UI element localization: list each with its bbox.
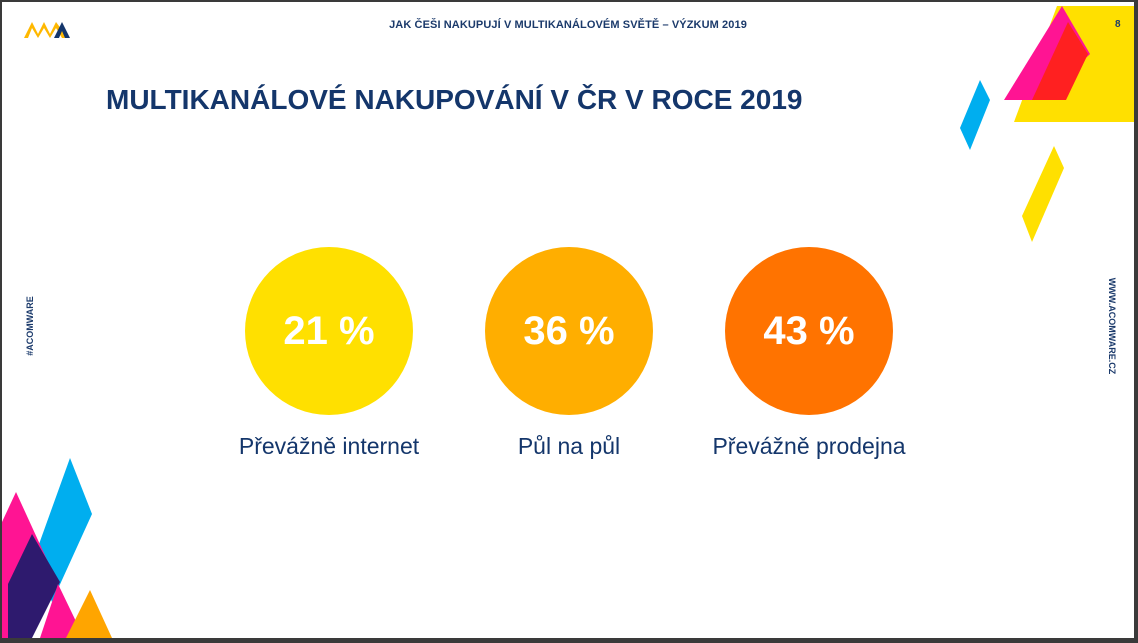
stat-internet: 21 % Převážně internet bbox=[209, 247, 449, 460]
deco-orange-bottom-left bbox=[66, 590, 112, 638]
deco-purple-bottom-left bbox=[8, 534, 60, 638]
page-number: 8 bbox=[1115, 19, 1121, 30]
page-title: MULTIKANÁLOVÉ NAKUPOVÁNÍ V ČR V ROCE 201… bbox=[106, 84, 803, 115]
acomware-logo-icon bbox=[24, 22, 70, 38]
side-hashtag: #ACOMWARE bbox=[25, 296, 35, 356]
stat-value: 21 % bbox=[283, 308, 375, 353]
stat-label: Převážně prodejna bbox=[712, 433, 906, 459]
stat-label: Převážně internet bbox=[238, 433, 420, 459]
deco-red-top-right bbox=[1032, 22, 1088, 100]
side-website: WWW.ACOMWARE.CZ bbox=[1107, 277, 1117, 375]
stat-circle: 43 % bbox=[725, 247, 893, 415]
stat-half: 36 % Půl na půl bbox=[449, 247, 689, 460]
stat-value: 36 % bbox=[523, 308, 615, 353]
deco-yellow-corner bbox=[1092, 10, 1134, 48]
stat-label: Půl na půl bbox=[517, 433, 621, 459]
stat-store: 43 % Převážně prodejna bbox=[689, 247, 929, 460]
header-title: JAK ČEŠI NAKUPUJÍ V MULTIKANÁLOVÉM SVĚTĚ… bbox=[389, 19, 747, 31]
stat-value: 43 % bbox=[763, 308, 855, 353]
stat-circle: 36 % bbox=[485, 247, 653, 415]
deco-yellow-diamond bbox=[1022, 146, 1064, 242]
deco-cyan-diamond bbox=[960, 80, 990, 150]
stat-circle: 21 % bbox=[245, 247, 413, 415]
